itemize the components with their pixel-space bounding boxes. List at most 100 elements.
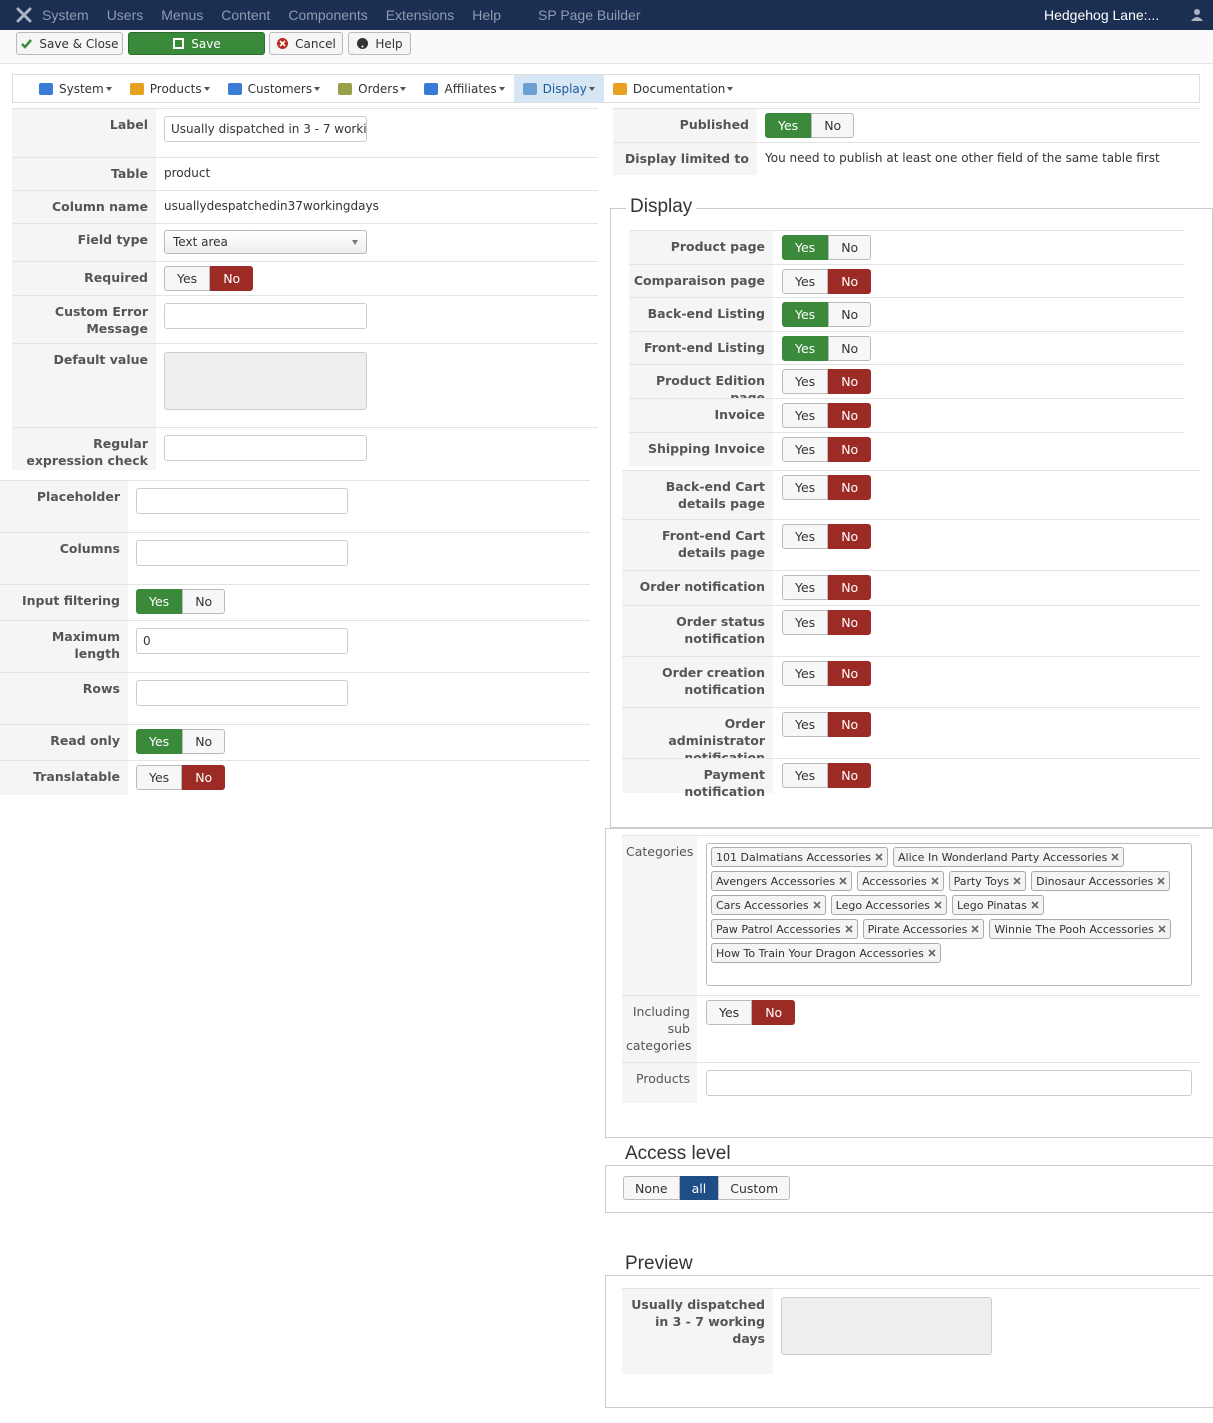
tag-remove[interactable] — [875, 853, 883, 861]
user-icon[interactable] — [1190, 8, 1204, 22]
toggle-button[interactable]: Yes — [765, 113, 812, 138]
tag-remove[interactable] — [839, 877, 847, 885]
toggle-button[interactable]: No — [811, 113, 855, 138]
toggle-button[interactable]: No — [752, 1000, 796, 1025]
toggle-button[interactable]: Yes — [136, 589, 183, 614]
toggle-button[interactable]: Yes — [782, 661, 829, 686]
toolbar-button[interactable]: Save — [128, 32, 265, 55]
textarea[interactable] — [781, 1297, 992, 1355]
tag-remove[interactable] — [1157, 877, 1165, 885]
tag[interactable]: Winnie The Pooh Accessories — [989, 919, 1171, 939]
toggle-button[interactable]: Yes — [136, 765, 183, 790]
text-input[interactable] — [136, 488, 348, 514]
toggle-button[interactable]: No — [828, 575, 872, 600]
tag-remove[interactable] — [930, 877, 939, 885]
submenu-item[interactable]: System — [30, 75, 121, 102]
nav-item[interactable]: Help — [472, 7, 501, 23]
nav-item[interactable]: Menus — [161, 7, 204, 23]
submenu-item[interactable]: Customers — [219, 75, 330, 102]
nav-item[interactable]: SP Page Builder — [538, 7, 641, 23]
nav-item[interactable]: Components — [288, 7, 368, 23]
tag[interactable]: Lego Pinatas — [952, 895, 1044, 915]
toggle-button[interactable]: No — [828, 475, 872, 500]
submenu-item[interactable]: Documentation — [604, 75, 743, 102]
tag-remove[interactable] — [1111, 853, 1119, 861]
tag[interactable]: 101 Dalmatians Accessories — [711, 847, 888, 867]
toggle-button[interactable]: Yes — [782, 524, 829, 549]
toggle-button[interactable]: No — [828, 524, 872, 549]
text-input[interactable] — [136, 680, 348, 706]
tag[interactable]: Paw Patrol Accessories — [711, 919, 858, 939]
tag-remove[interactable] — [845, 925, 853, 933]
select[interactable]: Text area — [164, 230, 367, 254]
tag[interactable]: Lego Accessories — [830, 895, 948, 915]
tag-remove[interactable] — [1158, 925, 1166, 933]
toggle-button[interactable]: No — [182, 589, 226, 614]
toggle-button[interactable]: Yes — [782, 712, 829, 737]
toggle-button[interactable]: Yes — [782, 610, 829, 635]
tag[interactable]: How To Train Your Dragon Accessories — [711, 943, 941, 963]
toggle-button[interactable]: Yes — [782, 302, 829, 327]
toggle-button[interactable]: No — [828, 763, 872, 788]
nav-item[interactable]: Content — [221, 7, 271, 23]
toggle-button[interactable]: No — [828, 403, 872, 428]
text-input[interactable] — [164, 435, 367, 461]
tag-remove[interactable] — [1013, 877, 1021, 885]
text-input[interactable]: 0 — [136, 628, 348, 654]
toggle-button[interactable]: No — [828, 437, 872, 462]
tag-box[interactable]: 101 Dalmatians Accessories Alice In Wonde… — [706, 843, 1192, 986]
toggle-button[interactable]: No — [828, 610, 872, 635]
toggle-button[interactable]: Yes — [782, 369, 829, 394]
tag[interactable]: Cars Accessories — [711, 895, 826, 915]
access-button[interactable]: all — [679, 1176, 719, 1200]
toggle-button[interactable]: Yes — [136, 729, 183, 754]
tag-remove[interactable] — [1031, 901, 1039, 909]
nav-item[interactable]: System — [42, 7, 89, 23]
text-input[interactable] — [706, 1070, 1192, 1096]
toggle-button[interactable]: Yes — [782, 575, 829, 600]
toggle-button[interactable]: No — [210, 266, 254, 291]
textarea[interactable] — [164, 352, 367, 410]
tag-remove[interactable] — [813, 901, 821, 909]
toggle-button[interactable]: No — [828, 269, 872, 294]
toggle-button[interactable]: No — [828, 661, 872, 686]
tag-remove[interactable] — [928, 949, 936, 957]
submenu-item[interactable]: Products — [121, 75, 219, 102]
toggle-button[interactable]: Yes — [782, 403, 829, 428]
submenu-item[interactable]: Display — [513, 75, 604, 102]
tag-remove[interactable] — [934, 901, 942, 909]
tag[interactable]: Avengers Accessories — [711, 871, 853, 891]
toggle-button[interactable]: No — [182, 729, 226, 754]
access-button[interactable]: Custom — [718, 1176, 791, 1200]
tag-remove[interactable] — [971, 925, 979, 933]
site-name[interactable]: Hedgehog Lane:... — [1044, 7, 1160, 23]
toggle-button[interactable]: Yes — [782, 269, 829, 294]
nav-item[interactable]: Users — [106, 7, 144, 23]
toggle-button[interactable]: No — [828, 712, 872, 737]
toggle-button[interactable]: No — [828, 235, 872, 260]
toolbar-button[interactable]: Help — [348, 32, 411, 55]
tag[interactable]: Accessories — [857, 871, 944, 891]
tag[interactable]: Pirate Accessories — [862, 919, 985, 939]
toggle-button[interactable]: Yes — [782, 437, 829, 462]
submenu-item[interactable]: Affiliates — [415, 75, 513, 102]
toggle-button[interactable]: No — [828, 336, 872, 361]
submenu-item[interactable]: Orders — [329, 75, 415, 102]
text-input[interactable]: Usually dispatched in 3 - 7 working — [164, 116, 367, 142]
toggle-button[interactable]: Yes — [782, 763, 829, 788]
toggle-button[interactable]: Yes — [164, 266, 211, 291]
nav-item[interactable]: Extensions — [385, 7, 455, 23]
toggle-button[interactable]: Yes — [782, 475, 829, 500]
toggle-button[interactable]: Yes — [782, 235, 829, 260]
toolbar-button[interactable]: Save & Close — [16, 32, 123, 55]
tag[interactable]: Dinosaur Accessories — [1031, 871, 1171, 891]
toggle-button[interactable]: Yes — [782, 336, 829, 361]
text-input[interactable] — [136, 540, 348, 566]
tag[interactable]: Party Toys — [948, 871, 1027, 891]
tag[interactable]: Alice In Wonderland Party Accessories — [893, 847, 1125, 867]
toggle-button[interactable]: No — [182, 765, 226, 790]
access-button[interactable]: None — [623, 1176, 680, 1200]
toggle-button[interactable]: No — [828, 302, 872, 327]
toolbar-button[interactable]: Cancel — [269, 32, 343, 55]
toggle-button[interactable]: Yes — [706, 1000, 753, 1025]
